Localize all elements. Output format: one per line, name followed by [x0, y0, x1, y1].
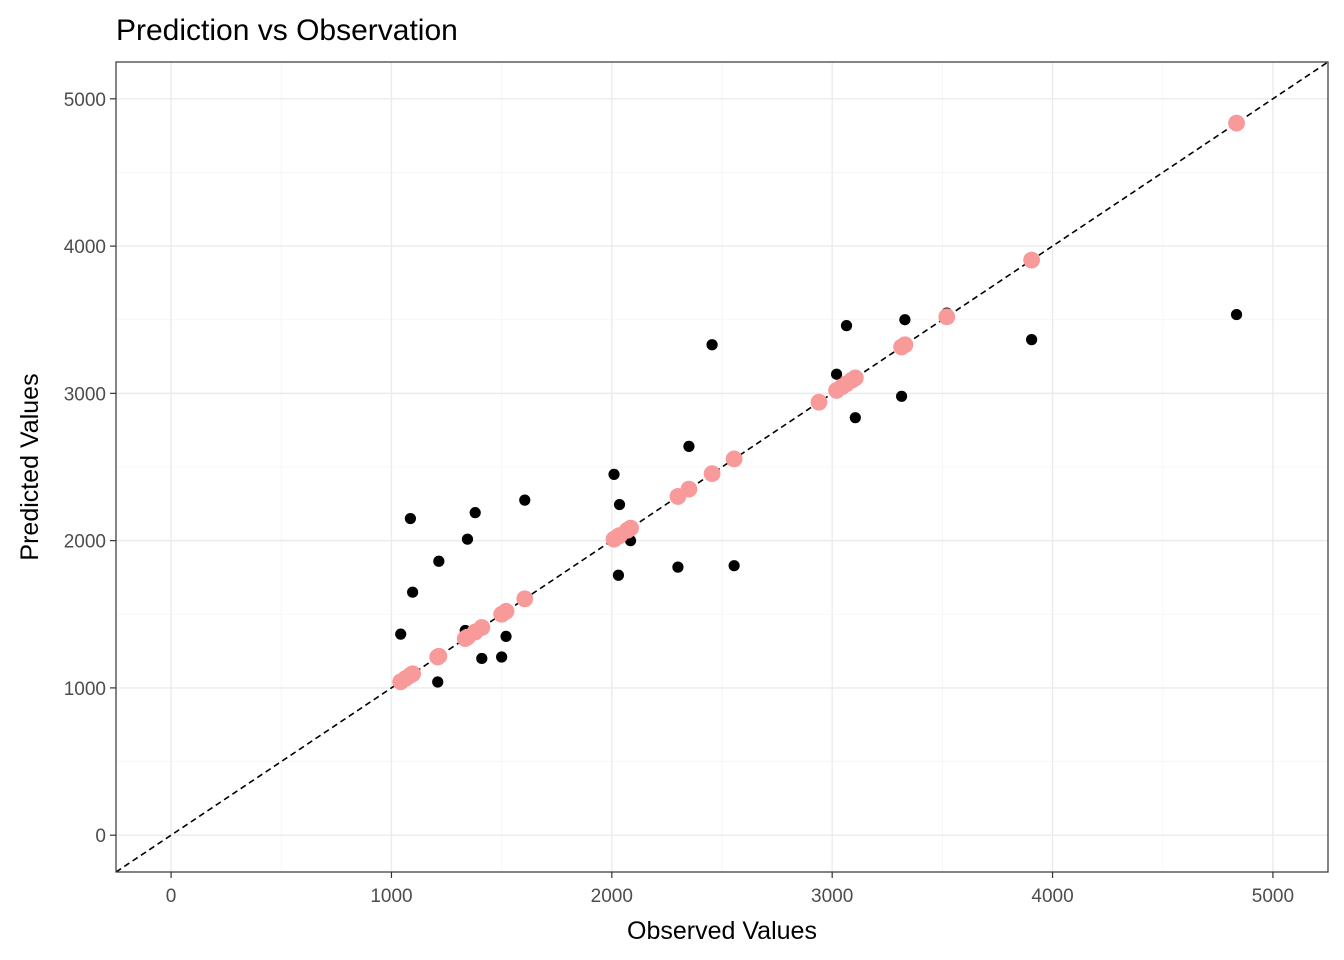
prediction-point	[830, 368, 843, 380]
prediction-point	[395, 628, 407, 640]
prediction-points	[395, 307, 1243, 688]
x-tick-label: 4000	[1031, 886, 1073, 907]
observation-point	[938, 308, 956, 326]
prediction-point	[1230, 308, 1243, 321]
x-axis: 0 1000 2000 3000 4000 5000	[166, 872, 1294, 907]
observation-point	[473, 619, 491, 636]
prediction-point	[433, 555, 445, 567]
observation-point	[896, 336, 914, 354]
x-tick-label: 3000	[811, 886, 853, 907]
y-tick-label: 0	[95, 826, 106, 847]
prediction-point	[461, 533, 474, 545]
y-tick-label: 5000	[64, 90, 106, 111]
prediction-point	[728, 560, 740, 572]
prediction-point	[469, 507, 481, 519]
y-tick-label: 4000	[64, 237, 106, 258]
observation-point	[703, 465, 721, 483]
y-tick-label: 2000	[64, 532, 106, 553]
prediction-point	[706, 339, 718, 351]
prediction-point	[496, 651, 508, 663]
y-axis: 0 1000 2000 3000 4000 5000	[64, 90, 116, 847]
prediction-point	[899, 314, 911, 326]
prediction-point	[683, 440, 695, 452]
y-tick-label: 1000	[64, 679, 106, 700]
chart-title: Prediction vs Observation	[116, 14, 458, 47]
observation-point	[810, 393, 828, 411]
prediction-point	[613, 498, 626, 511]
prediction-point	[500, 630, 512, 642]
identity-reference-line	[115, 61, 1329, 873]
observation-points	[392, 114, 1245, 691]
panel-border	[115, 61, 1329, 873]
observation-point	[497, 602, 515, 620]
prediction-point	[895, 390, 908, 402]
x-axis-title: Observed Values	[627, 917, 817, 945]
observation-point	[846, 369, 864, 387]
prediction-point	[407, 586, 419, 598]
observation-point	[430, 647, 448, 665]
observation-point	[1228, 114, 1245, 132]
prediction-point	[432, 676, 444, 688]
prediction-point	[612, 569, 625, 581]
observation-point	[725, 450, 743, 468]
observation-point	[1023, 251, 1041, 269]
prediction-point	[404, 512, 417, 525]
x-tick-label: 2000	[591, 886, 633, 907]
observation-point	[516, 590, 534, 608]
x-tick-label: 0	[166, 886, 177, 907]
y-tick-label: 3000	[64, 384, 106, 405]
prediction-point	[672, 561, 684, 573]
plot-panel	[115, 61, 1329, 873]
major-grid	[116, 62, 1328, 872]
prediction-point	[608, 468, 620, 480]
observation-point	[680, 480, 698, 498]
x-tick-label: 5000	[1252, 886, 1294, 907]
x-tick-label: 1000	[370, 886, 412, 907]
y-axis-title: Predicted Values	[16, 373, 44, 560]
prediction-point	[849, 412, 861, 424]
observation-point	[622, 519, 639, 537]
observation-point	[404, 665, 422, 683]
prediction-point	[1026, 334, 1038, 346]
minor-grid	[116, 62, 1328, 872]
prediction-point	[840, 320, 853, 332]
prediction-point	[519, 494, 531, 506]
prediction-point	[476, 652, 488, 665]
